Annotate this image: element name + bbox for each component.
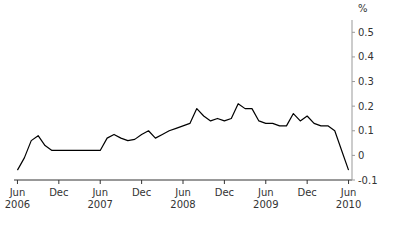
x-tick-label: Jun2008 [170, 187, 195, 210]
x-tick [265, 180, 266, 184]
y-tick-label: 0 [358, 150, 364, 161]
y-tick-label: 0.5 [358, 27, 374, 38]
chart: -0.1 0 0.1 0.2 0.3 0.4 0.5% Jun2006 Dec Jun2007 De… [0, 0, 397, 227]
x-tick-label: Jun2009 [253, 187, 278, 210]
x-tick [17, 180, 18, 184]
y-tick [352, 155, 355, 156]
y-axis-label: % [358, 3, 368, 14]
x-tick [141, 180, 142, 184]
x-tick [307, 180, 308, 184]
line [17, 104, 348, 170]
y-tick-label: 0.1 [358, 125, 374, 136]
plot-area [17, 104, 348, 170]
y-tick [352, 130, 355, 131]
x-tick [224, 180, 225, 184]
y-tick-label: -0.1 [358, 175, 378, 186]
x-tick-label: Dec [132, 187, 151, 198]
y-tick-label: 0.4 [358, 51, 374, 62]
x-tick [58, 180, 59, 184]
y-tick [352, 56, 355, 57]
x-tick [348, 180, 349, 184]
y-tick [352, 180, 355, 181]
x-tick-label: Dec [49, 187, 68, 198]
y-tick [352, 106, 355, 107]
x-tick-label: Jun2007 [87, 187, 112, 210]
x-tick [183, 180, 184, 184]
y-tick [352, 32, 355, 33]
background [0, 0, 397, 227]
x-tick [100, 180, 101, 184]
y-axis-line [352, 20, 353, 180]
y-tick-label: 0.2 [358, 101, 374, 112]
x-tick-label: Jun2010 [336, 187, 361, 210]
x-tick-label: Dec [215, 187, 234, 198]
x-tick-label: Jun2006 [5, 187, 30, 210]
y-tick-label: 0.3 [358, 76, 374, 87]
x-tick-label: Dec [297, 187, 316, 198]
y-tick [352, 81, 355, 82]
